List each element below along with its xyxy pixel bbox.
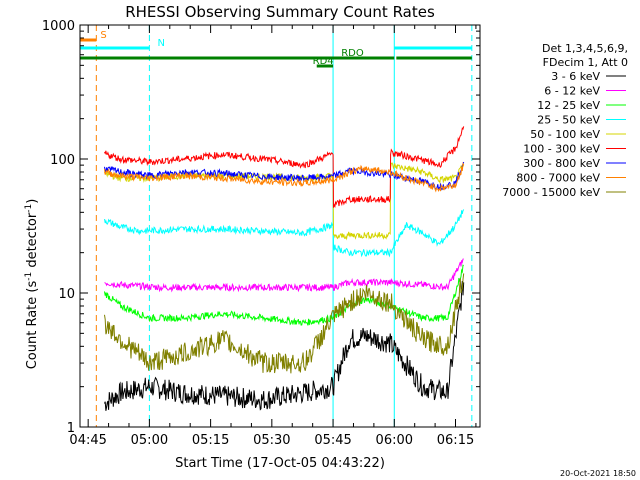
y-tick-label: 1 bbox=[67, 421, 75, 436]
legend-entry-label: 7000 - 15000 keV bbox=[502, 186, 600, 199]
plot-frame bbox=[79, 24, 481, 428]
legend-header: FDecim 1, Att 0 bbox=[543, 56, 628, 69]
chart-axes: 1 10 100 1000 04:45 05:00 05:15 05:30 05:45 06:00… bbox=[42, 19, 481, 448]
y-axis-label-part: -1 bbox=[24, 272, 34, 281]
y-tick-label: 100 bbox=[50, 153, 75, 168]
series-line bbox=[104, 264, 464, 326]
x-tick-label: 06:00 bbox=[376, 433, 413, 448]
legend-header: Det 1,3,4,5,6,9, bbox=[542, 42, 628, 55]
legend-entry-label: 3 - 6 keV bbox=[551, 70, 600, 83]
legend-entry-label: 6 - 12 keV bbox=[544, 85, 600, 98]
flag-label: N bbox=[158, 38, 165, 49]
x-tick-label: 05:00 bbox=[131, 433, 168, 448]
chart-title: RHESSI Observing Summary Count Rates bbox=[125, 3, 435, 21]
series-line bbox=[104, 126, 465, 209]
x-tick-label: 05:45 bbox=[314, 433, 351, 448]
y-axis-label-part: Count Rate (s bbox=[25, 281, 40, 370]
y-axis-label: Count Rate (s-1 detector-1) bbox=[24, 199, 40, 370]
legend-entry-label: 800 - 7000 keV bbox=[516, 172, 600, 185]
y-axis-label-part: detector bbox=[25, 212, 40, 272]
x-tick-label: 06:15 bbox=[437, 433, 474, 448]
legend-entry-label: 25 - 50 keV bbox=[537, 114, 600, 127]
legend-entry-label: 100 - 300 keV bbox=[523, 143, 600, 156]
chart-marks: S N RDO RD4 bbox=[79, 25, 473, 427]
series-line bbox=[104, 161, 465, 193]
series-line bbox=[104, 273, 465, 374]
legend-entry-label: 300 - 800 keV bbox=[523, 157, 600, 170]
y-tick-label: 1000 bbox=[42, 19, 75, 34]
flag-label: S bbox=[100, 30, 106, 41]
legend-entry-label: 50 - 100 keV bbox=[530, 128, 600, 141]
y-axis-label-part: -1 bbox=[24, 204, 34, 213]
y-axis-label-part: ) bbox=[25, 199, 40, 204]
legend: Det 1,3,4,5,6,9, FDecim 1, Att 0 3 - 6 k… bbox=[502, 42, 628, 199]
x-tick-label: 04:45 bbox=[69, 433, 106, 448]
flag-label: RDO bbox=[341, 48, 364, 59]
legend-entry-label: 12 - 25 keV bbox=[537, 99, 600, 112]
x-axis-label: Start Time (17-Oct-05 04:43:22) bbox=[175, 456, 385, 471]
x-tick-label: 05:30 bbox=[253, 433, 290, 448]
flag-label: RD4 bbox=[313, 56, 334, 67]
series-line bbox=[104, 281, 465, 411]
x-tick-label: 05:15 bbox=[192, 433, 229, 448]
series-line bbox=[104, 258, 464, 293]
timestamp: 20-Oct-2021 18:50 bbox=[560, 469, 636, 478]
series-line bbox=[104, 209, 465, 258]
y-tick-label: 10 bbox=[58, 287, 75, 302]
